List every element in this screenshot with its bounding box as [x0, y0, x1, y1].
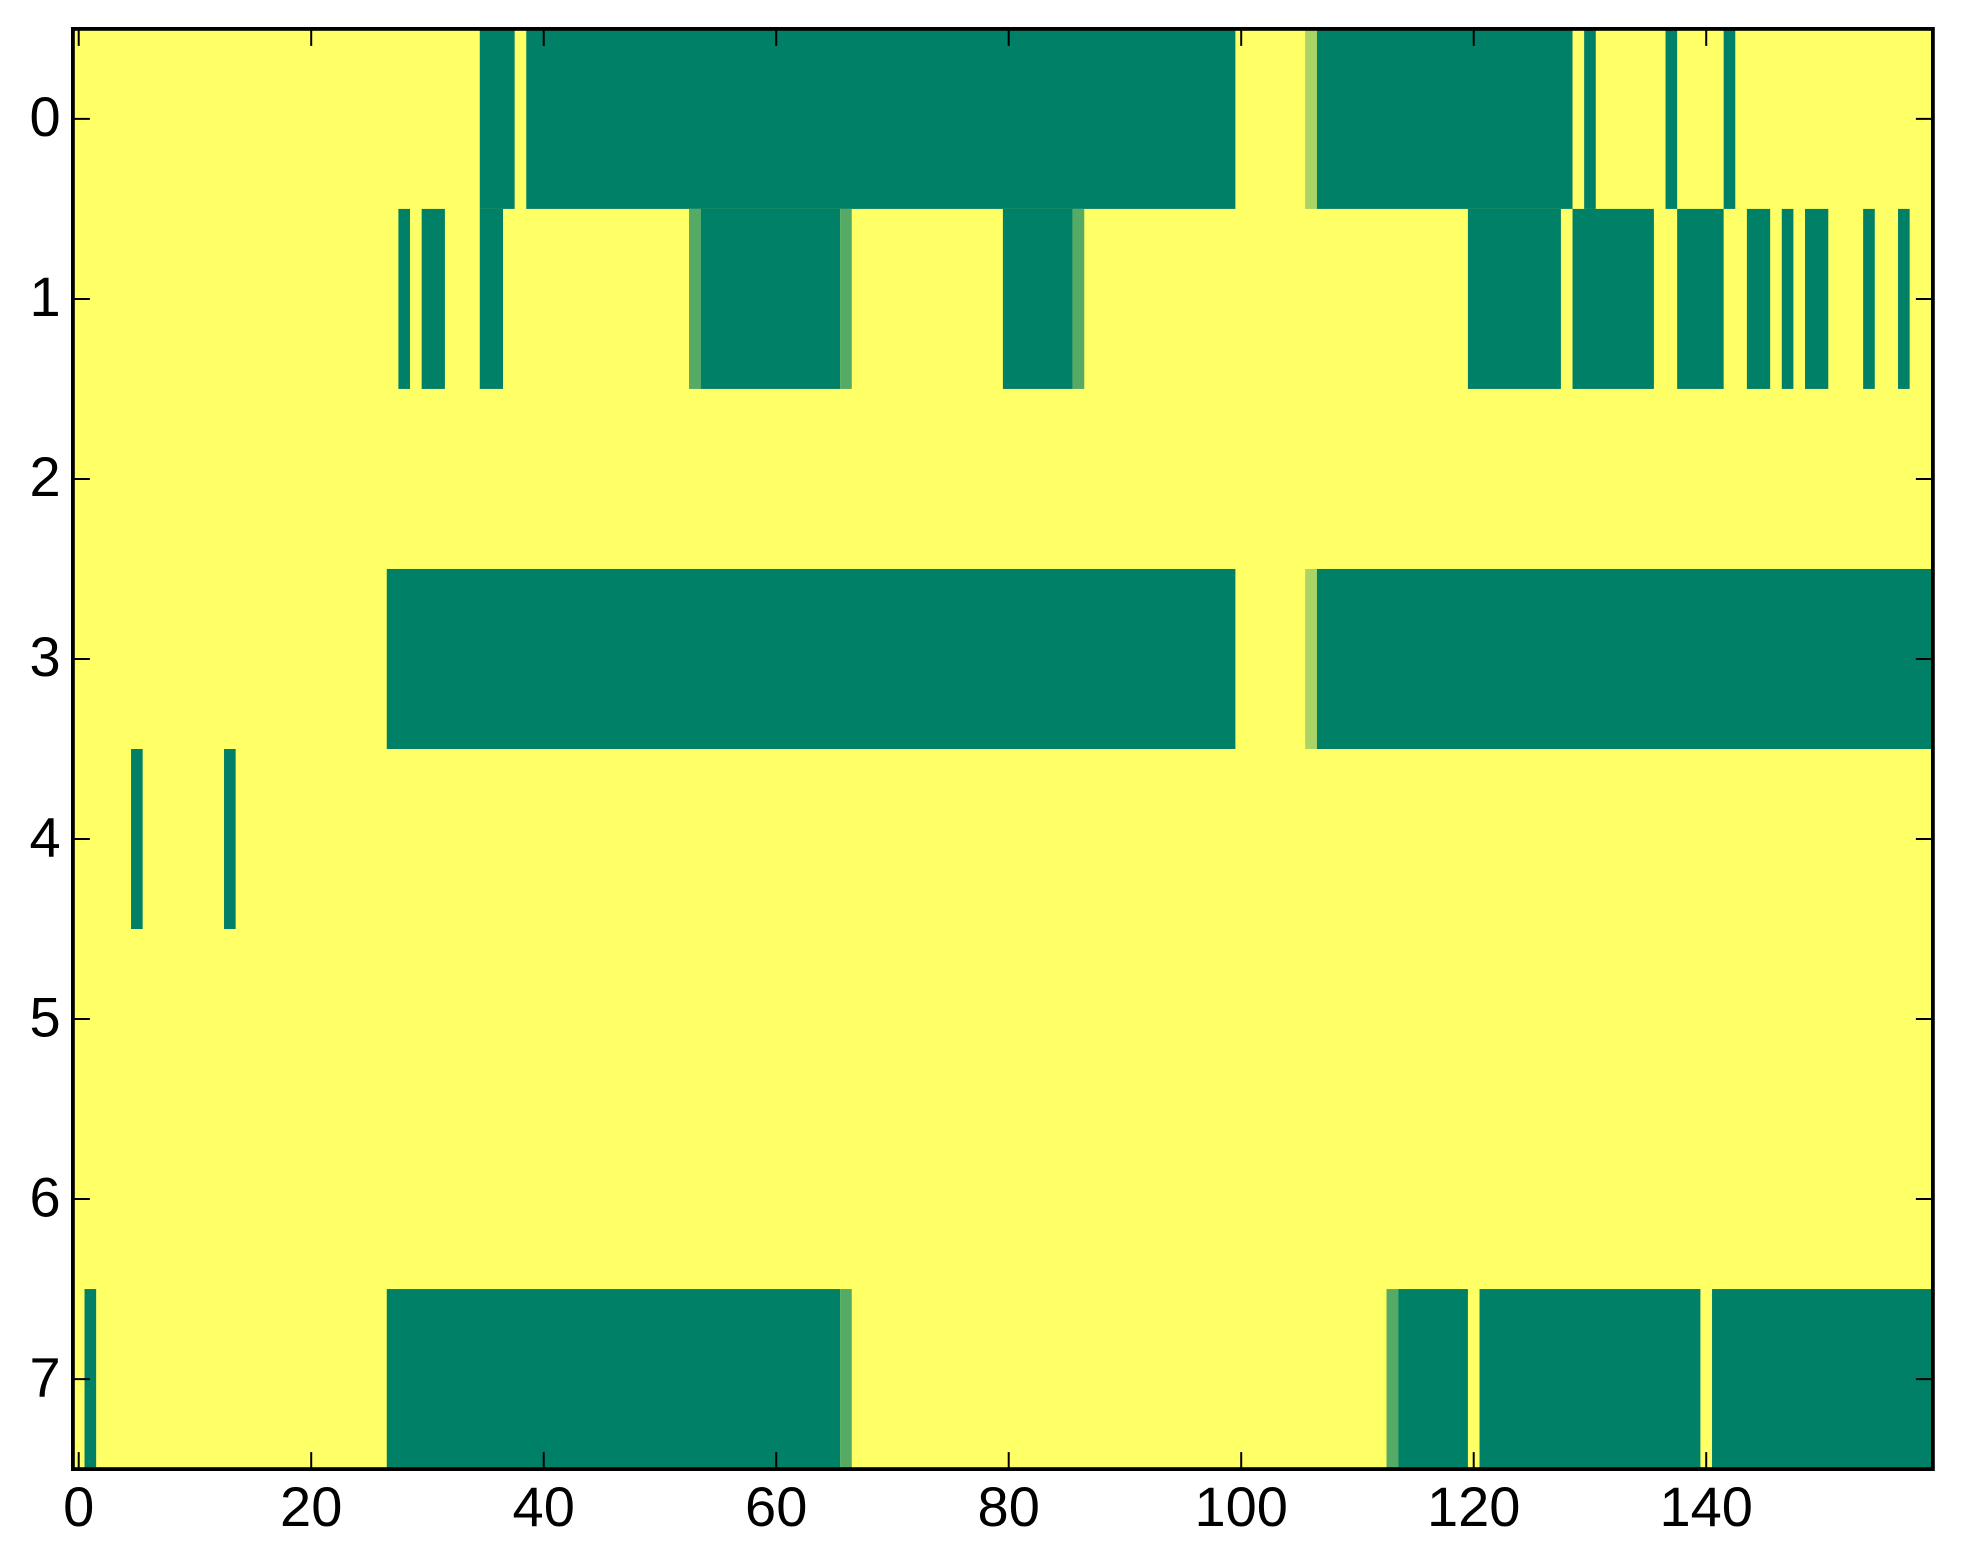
svg-text:20: 20 [280, 1475, 342, 1538]
svg-text:0: 0 [30, 85, 61, 148]
svg-text:7: 7 [30, 1345, 61, 1408]
svg-text:5: 5 [30, 985, 61, 1048]
svg-text:2: 2 [30, 445, 61, 508]
svg-text:1: 1 [30, 265, 61, 328]
svg-text:120: 120 [1427, 1475, 1520, 1538]
svg-text:40: 40 [513, 1475, 575, 1538]
svg-text:80: 80 [978, 1475, 1040, 1538]
svg-text:140: 140 [1659, 1475, 1752, 1538]
svg-text:0: 0 [63, 1475, 94, 1538]
svg-text:100: 100 [1194, 1475, 1287, 1538]
svg-text:3: 3 [30, 625, 61, 688]
svg-text:60: 60 [745, 1475, 807, 1538]
svg-text:4: 4 [30, 805, 61, 868]
svg-text:6: 6 [30, 1165, 61, 1228]
